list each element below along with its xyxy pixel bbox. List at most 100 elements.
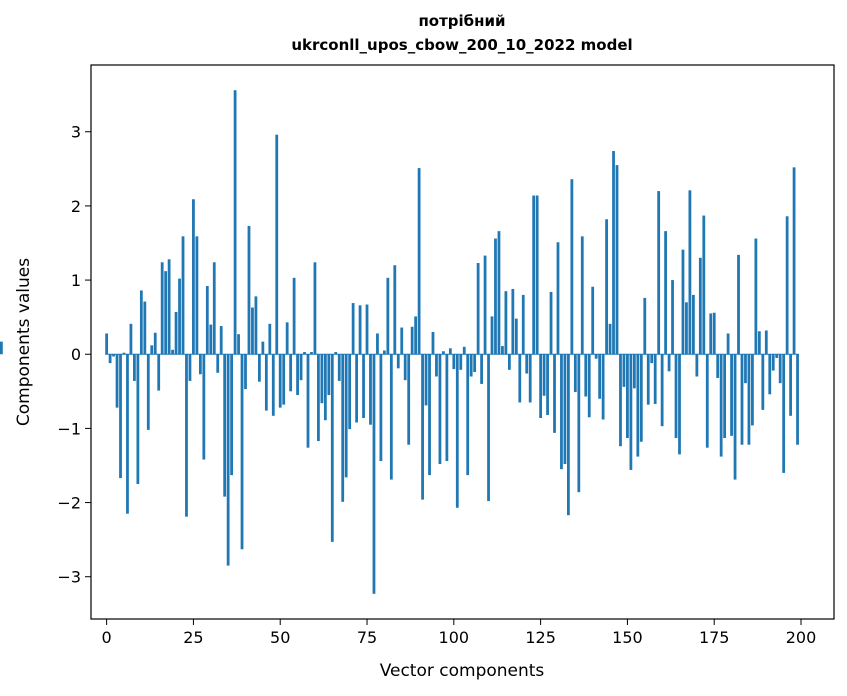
bar-33	[219, 326, 223, 355]
bar-187	[754, 238, 758, 355]
bar-63	[323, 354, 327, 421]
bar-45	[261, 341, 265, 355]
bar-112	[494, 238, 497, 355]
bar-7	[129, 323, 133, 355]
bar-115	[504, 291, 508, 355]
bars-group	[0, 90, 799, 594]
bar-21	[178, 278, 181, 355]
y-tick-label: 1	[71, 271, 81, 290]
bar-0	[105, 333, 109, 355]
bar-6	[126, 354, 129, 514]
bar-197	[789, 354, 792, 416]
bar-68	[341, 354, 345, 502]
x-tick-label: 100	[439, 628, 470, 647]
bar-189	[761, 354, 765, 410]
bar-174	[709, 313, 713, 355]
bar-151	[629, 354, 633, 470]
bar-117	[511, 288, 515, 355]
x-tick-label: 200	[786, 628, 817, 647]
bar-5	[122, 352, 126, 355]
bar-97	[442, 351, 445, 355]
chart-title: потрібний	[418, 12, 505, 30]
bar-131	[560, 354, 563, 470]
bar-40	[244, 354, 247, 390]
bar-64	[327, 354, 331, 396]
bar-137	[580, 236, 584, 355]
bar-155	[643, 297, 647, 355]
bar-173	[705, 354, 709, 448]
bar-178	[723, 354, 727, 439]
bar-104	[466, 354, 470, 476]
bar-140	[591, 286, 595, 355]
bar-164	[674, 354, 678, 439]
bar-14	[153, 332, 157, 355]
bar-50	[278, 354, 282, 408]
x-tick-label: 150	[612, 628, 643, 647]
chart-subtitle: ukrconll_upos_cbow_200_10_2022 model	[291, 36, 632, 54]
bar-36	[230, 354, 234, 476]
bar-123	[532, 195, 536, 355]
bar-61	[317, 354, 320, 442]
bar-162	[667, 354, 671, 372]
bar-141	[594, 354, 598, 359]
bar-75	[365, 304, 369, 355]
bar-185	[747, 354, 751, 445]
bar-96	[438, 354, 442, 464]
bar-139	[587, 354, 591, 418]
bar-152	[632, 354, 636, 389]
bar-25	[192, 199, 195, 355]
bar-195	[782, 354, 786, 473]
bar-92	[424, 354, 428, 406]
bar-22	[181, 236, 185, 355]
bar-120	[521, 294, 525, 355]
y-tick-label: −1	[57, 419, 81, 438]
bar-89	[414, 316, 418, 355]
bar-28	[202, 354, 206, 460]
bar-48	[271, 354, 275, 416]
bar-67	[337, 354, 341, 381]
bar-23	[185, 354, 188, 517]
bar-142	[598, 354, 602, 399]
bar-101	[455, 354, 459, 508]
bar-87	[407, 354, 411, 445]
bar-157	[650, 354, 654, 364]
bar-160	[660, 354, 664, 427]
bar-13	[150, 345, 154, 355]
bar-111	[490, 316, 494, 355]
bar-138	[584, 354, 588, 397]
bar-57	[303, 352, 306, 355]
bar-32	[216, 354, 220, 373]
bar-35	[226, 354, 230, 566]
bar-158	[653, 354, 657, 404]
bar-84	[396, 354, 400, 369]
bar-145	[608, 323, 612, 355]
bar-144	[605, 219, 608, 355]
bar-18	[167, 259, 171, 355]
bar-159	[657, 191, 661, 355]
bar-26	[195, 236, 199, 355]
x-axis-label: Vector components	[380, 661, 545, 681]
bar-146	[612, 151, 615, 355]
bar-105	[469, 354, 473, 377]
bar-188	[757, 331, 761, 355]
bar-198	[792, 167, 796, 355]
bar-19	[171, 349, 174, 355]
bar-86	[403, 354, 407, 381]
bar-168	[688, 190, 692, 355]
bar-147	[615, 165, 619, 355]
bar-71	[351, 303, 355, 355]
bar-126	[542, 354, 546, 396]
bar-143	[601, 354, 605, 420]
bar-176	[716, 354, 720, 378]
bar-110	[487, 354, 490, 502]
bar-93	[428, 354, 431, 476]
bar-79	[379, 354, 383, 462]
bar-41	[247, 225, 251, 355]
x-tick-label: 0	[102, 628, 112, 647]
bar-106	[473, 354, 477, 373]
bar-170	[695, 354, 699, 377]
bar-172	[702, 215, 706, 355]
bar-94	[431, 331, 435, 355]
bar-166	[681, 249, 685, 355]
bar-70	[348, 354, 352, 430]
